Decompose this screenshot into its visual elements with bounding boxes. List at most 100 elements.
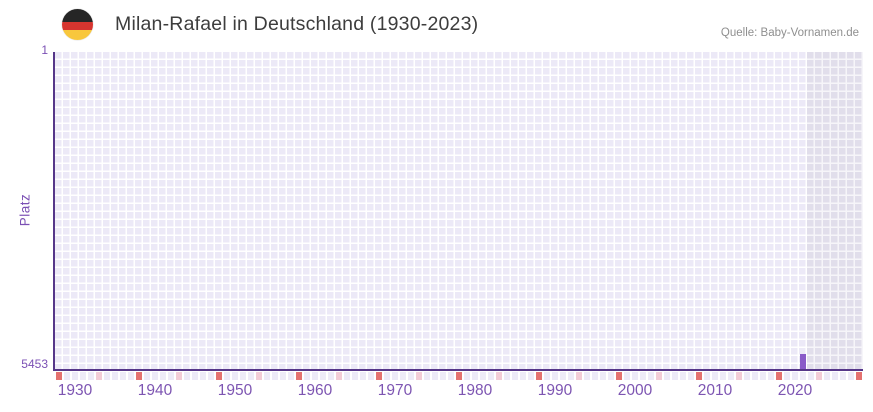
tick-mark-1995 bbox=[591, 372, 599, 380]
tick-mark-1936 bbox=[119, 372, 127, 380]
tick-mark-1977 bbox=[447, 372, 455, 380]
tick-mark-1972 bbox=[407, 372, 415, 380]
tick-mark-2016 bbox=[759, 372, 767, 380]
tick-mark-2008 bbox=[695, 372, 703, 380]
x-axis-label-1970: 1970 bbox=[377, 382, 413, 399]
tick-mark-1974 bbox=[423, 372, 431, 380]
x-axis-label-1940: 1940 bbox=[137, 382, 173, 399]
tick-mark-1991 bbox=[559, 372, 567, 380]
tick-mark-1998 bbox=[615, 372, 623, 380]
tick-mark-1970 bbox=[391, 372, 399, 380]
tick-mark-2025 bbox=[831, 372, 839, 380]
x-axis-label-2010: 2010 bbox=[697, 382, 733, 399]
tick-mark-1940 bbox=[151, 372, 159, 380]
tick-mark-2019 bbox=[783, 372, 791, 380]
source-link[interactable]: Quelle: Baby-Vornamen.de bbox=[720, 27, 859, 39]
tick-mark-1932 bbox=[87, 372, 95, 380]
tick-mark-2013 bbox=[735, 372, 743, 380]
tick-mark-2000 bbox=[631, 372, 639, 380]
tick-mark-1938 bbox=[135, 372, 143, 380]
x-axis-label-1990: 1990 bbox=[537, 382, 573, 399]
tick-mark-2023 bbox=[815, 372, 823, 380]
x-axis-label-2000: 2000 bbox=[617, 382, 653, 399]
tick-mark-2006 bbox=[679, 372, 687, 380]
tick-mark-1985 bbox=[511, 372, 519, 380]
tick-mark-1967 bbox=[367, 372, 375, 380]
tick-mark-2003 bbox=[655, 372, 663, 380]
tick-mark-1937 bbox=[127, 372, 135, 380]
tick-mark-1969 bbox=[383, 372, 391, 380]
y-axis-title: Platz bbox=[17, 193, 33, 227]
tick-mark-2009 bbox=[703, 372, 711, 380]
tick-mark-1993 bbox=[575, 372, 583, 380]
tick-mark-1990 bbox=[551, 372, 559, 380]
tick-mark-1997 bbox=[607, 372, 615, 380]
tick-mark-1988 bbox=[535, 372, 543, 380]
tick-mark-1954 bbox=[263, 372, 271, 380]
tick-mark-1934 bbox=[103, 372, 111, 380]
tick-mark-1933 bbox=[95, 372, 103, 380]
x-axis-labels: 1930 1940 1950 1960 1970 1980 1990 2000 2010 2020 bbox=[55, 382, 863, 402]
tick-mark-2024 bbox=[823, 372, 831, 380]
tick-mark-1965 bbox=[351, 372, 359, 380]
tick-mark-1962 bbox=[327, 372, 335, 380]
tick-mark-2010 bbox=[711, 372, 719, 380]
y-axis-tick-bottom: 5453 bbox=[21, 357, 48, 371]
tick-mark-2022 bbox=[807, 372, 815, 380]
x-axis-label-1960: 1960 bbox=[297, 382, 333, 399]
tick-mark-2026 bbox=[839, 372, 847, 380]
x-axis-tick-strip bbox=[55, 372, 863, 380]
tick-mark-1980 bbox=[471, 372, 479, 380]
tick-mark-2028 bbox=[855, 372, 863, 380]
tick-mark-1945 bbox=[191, 372, 199, 380]
tick-mark-1959 bbox=[303, 372, 311, 380]
tick-mark-1946 bbox=[199, 372, 207, 380]
x-axis-label-1950: 1950 bbox=[217, 382, 253, 399]
tick-mark-1943 bbox=[175, 372, 183, 380]
tick-mark-1931 bbox=[79, 372, 87, 380]
tick-mark-2014 bbox=[743, 372, 751, 380]
tick-mark-1996 bbox=[599, 372, 607, 380]
tick-mark-1952 bbox=[247, 372, 255, 380]
tick-mark-2005 bbox=[671, 372, 679, 380]
tick-mark-1978 bbox=[455, 372, 463, 380]
chart-title: Milan-Rafael in Deutschland (1930-2023) bbox=[115, 13, 479, 35]
tick-mark-1935 bbox=[111, 372, 119, 380]
tick-mark-1968 bbox=[375, 372, 383, 380]
tick-mark-2012 bbox=[727, 372, 735, 380]
tick-mark-1928 bbox=[55, 372, 63, 380]
tick-mark-1989 bbox=[543, 372, 551, 380]
future-region-shade bbox=[807, 52, 863, 369]
tick-mark-2015 bbox=[751, 372, 759, 380]
y-axis-tick-top: 1 bbox=[41, 43, 48, 57]
tick-mark-1973 bbox=[415, 372, 423, 380]
tick-mark-2027 bbox=[847, 372, 855, 380]
x-axis-label-1980: 1980 bbox=[457, 382, 493, 399]
tick-mark-1949 bbox=[223, 372, 231, 380]
tick-mark-1944 bbox=[183, 372, 191, 380]
tick-mark-1976 bbox=[439, 372, 447, 380]
tick-mark-1981 bbox=[479, 372, 487, 380]
tick-mark-2002 bbox=[647, 372, 655, 380]
tick-mark-1994 bbox=[583, 372, 591, 380]
tick-mark-2020 bbox=[791, 372, 799, 380]
tick-mark-2007 bbox=[687, 372, 695, 380]
tick-mark-1971 bbox=[399, 372, 407, 380]
tick-mark-1947 bbox=[207, 372, 215, 380]
tick-mark-1958 bbox=[295, 372, 303, 380]
tick-mark-2004 bbox=[663, 372, 671, 380]
tick-mark-1975 bbox=[431, 372, 439, 380]
tick-mark-1948 bbox=[215, 372, 223, 380]
tick-mark-1957 bbox=[287, 372, 295, 380]
tick-mark-1961 bbox=[319, 372, 327, 380]
germany-flag-icon bbox=[62, 9, 93, 40]
tick-mark-2011 bbox=[719, 372, 727, 380]
tick-mark-2001 bbox=[639, 372, 647, 380]
tick-mark-1982 bbox=[487, 372, 495, 380]
tick-mark-1956 bbox=[279, 372, 287, 380]
tick-mark-1986 bbox=[519, 372, 527, 380]
rank-bar-2021[interactable] bbox=[799, 354, 807, 369]
tick-mark-2018 bbox=[775, 372, 783, 380]
tick-mark-1984 bbox=[503, 372, 511, 380]
tick-mark-1966 bbox=[359, 372, 367, 380]
